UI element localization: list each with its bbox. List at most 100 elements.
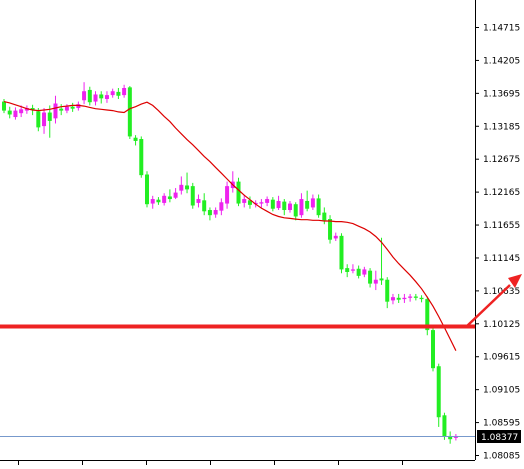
candle bbox=[19, 105, 24, 118]
candle bbox=[145, 171, 149, 208]
price-tick-label: 1.08595 bbox=[483, 419, 520, 429]
candle-body bbox=[373, 279, 378, 284]
candle-body bbox=[150, 199, 155, 204]
price-tick-label: 1.09105 bbox=[483, 386, 520, 396]
candle-body bbox=[356, 268, 361, 276]
candle bbox=[173, 188, 178, 200]
price-tick-label: 1.10125 bbox=[483, 320, 520, 330]
candle bbox=[293, 202, 298, 221]
candle bbox=[225, 181, 230, 209]
candle-body bbox=[213, 210, 218, 215]
candle-body bbox=[305, 200, 310, 209]
candle bbox=[390, 293, 395, 305]
candle bbox=[42, 108, 47, 134]
candle-body bbox=[345, 268, 350, 272]
candle bbox=[179, 176, 184, 195]
candle-body bbox=[310, 198, 315, 208]
price-tick-label: 1.13185 bbox=[483, 122, 520, 132]
candle bbox=[2, 98, 6, 114]
candle-body bbox=[282, 201, 287, 211]
candle bbox=[436, 363, 441, 427]
candle-body bbox=[265, 199, 270, 203]
candle-body bbox=[2, 101, 6, 111]
candle bbox=[185, 172, 190, 194]
candle-body bbox=[390, 297, 395, 301]
candle bbox=[431, 324, 435, 372]
candle bbox=[139, 136, 144, 178]
candle bbox=[236, 177, 241, 207]
candle bbox=[207, 207, 212, 221]
candle-body bbox=[13, 110, 18, 118]
candle bbox=[385, 277, 390, 309]
candle bbox=[276, 195, 281, 211]
candle-body bbox=[448, 435, 453, 440]
candle-body bbox=[30, 108, 35, 110]
candle-body bbox=[7, 110, 12, 115]
candle-body bbox=[93, 94, 98, 102]
candles bbox=[2, 82, 458, 444]
candle-body bbox=[202, 200, 207, 212]
candle-body bbox=[36, 111, 41, 128]
candle-body bbox=[431, 330, 435, 369]
candle bbox=[110, 88, 115, 98]
candle-body bbox=[276, 200, 281, 209]
current-price: 1.08377 bbox=[0, 430, 521, 443]
candle-body bbox=[442, 415, 447, 437]
arrow-icon[interactable] bbox=[466, 274, 522, 327]
price-tick-label: 1.14715 bbox=[483, 24, 520, 34]
candle bbox=[310, 194, 315, 211]
moving-average bbox=[3, 101, 457, 351]
current-price-badge bbox=[477, 430, 521, 443]
candle bbox=[333, 232, 338, 241]
candle bbox=[448, 431, 453, 444]
candle-body bbox=[259, 202, 264, 204]
candle bbox=[70, 102, 75, 112]
arrow-shaft bbox=[466, 284, 511, 327]
candle bbox=[242, 194, 247, 208]
candle bbox=[442, 412, 447, 440]
price-tick-label: 1.13695 bbox=[483, 89, 520, 99]
arrow-head bbox=[508, 274, 522, 288]
candle bbox=[99, 91, 104, 104]
candle bbox=[282, 199, 287, 216]
candle bbox=[133, 135, 138, 146]
candle-body bbox=[167, 196, 172, 200]
candle bbox=[127, 86, 132, 140]
candle-body bbox=[368, 270, 373, 284]
candle bbox=[425, 296, 430, 336]
candle-body bbox=[133, 137, 138, 141]
candle bbox=[345, 264, 350, 278]
moving-average-line bbox=[3, 101, 457, 351]
candle bbox=[453, 434, 458, 441]
candle-body bbox=[196, 199, 201, 203]
candle bbox=[190, 182, 195, 209]
candle bbox=[265, 196, 270, 207]
candle-body bbox=[328, 219, 333, 240]
candle-body bbox=[19, 109, 24, 114]
candle bbox=[247, 196, 252, 209]
candle-body bbox=[59, 108, 64, 111]
candle-body bbox=[127, 87, 132, 137]
candle bbox=[328, 215, 333, 244]
time-axis bbox=[0, 460, 475, 465]
price-tick-label: 1.11145 bbox=[483, 254, 520, 264]
candle-body bbox=[322, 212, 327, 221]
candle bbox=[87, 86, 92, 106]
candle bbox=[150, 195, 155, 209]
candle-body bbox=[145, 174, 149, 205]
candle bbox=[379, 237, 384, 285]
candle bbox=[162, 193, 167, 206]
price-tick-label: 1.08085 bbox=[483, 452, 520, 462]
candle bbox=[53, 95, 58, 124]
candle bbox=[59, 104, 64, 116]
candle-body bbox=[116, 91, 121, 96]
candle-body bbox=[236, 181, 241, 204]
candle-body bbox=[396, 297, 401, 300]
candle-body bbox=[207, 210, 212, 216]
candle bbox=[93, 91, 98, 106]
candle-body bbox=[436, 366, 441, 418]
candle-body bbox=[42, 112, 47, 127]
candle bbox=[288, 200, 292, 213]
